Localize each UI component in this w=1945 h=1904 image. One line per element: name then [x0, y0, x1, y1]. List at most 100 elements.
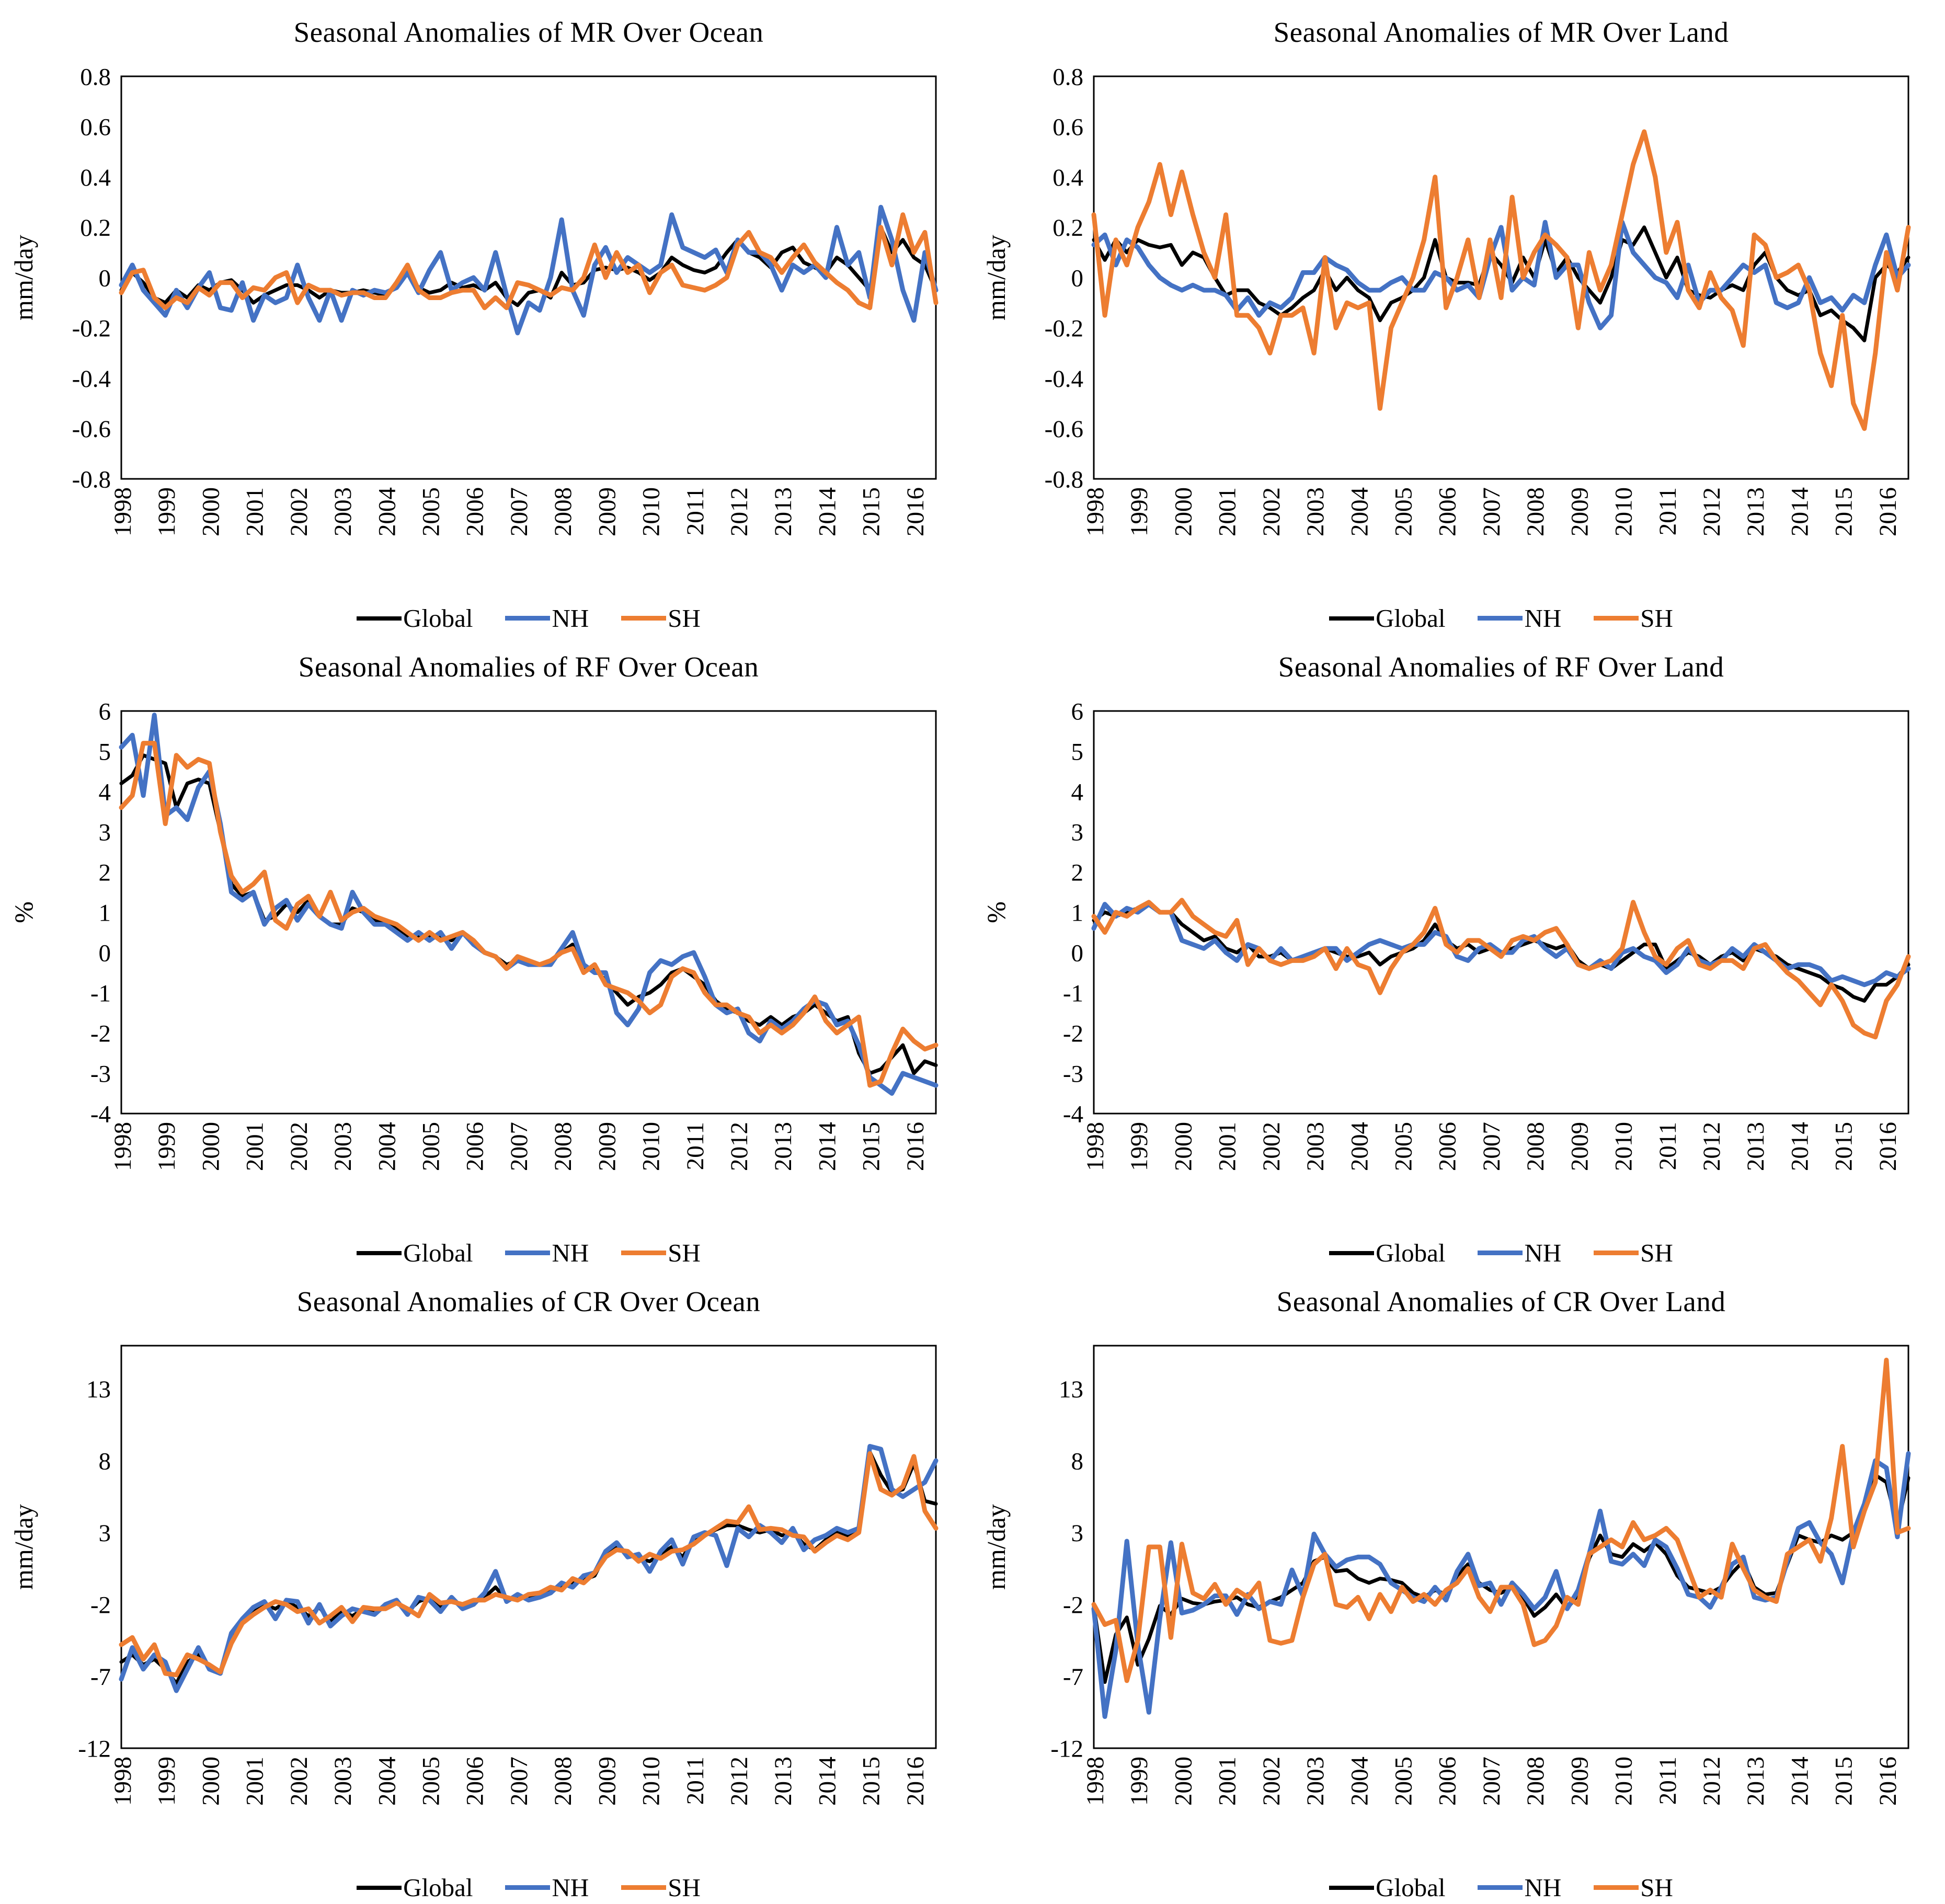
x-tick-label: 2004 [373, 1122, 401, 1171]
chart-panel-mr-land: Seasonal Anomalies of MR Over Land 0.8 0.… [972, 0, 1945, 635]
legend-label-sh: SH [668, 1873, 701, 1902]
legend-swatch-sh [1594, 1885, 1639, 1890]
x-tick-label: 2008 [1522, 1757, 1549, 1806]
x-tick-label: 2001 [242, 1122, 269, 1171]
y-tick-label: -3 [1063, 1060, 1083, 1087]
x-tick-label: 2007 [1478, 487, 1505, 536]
x-tick-label: 2003 [329, 1757, 357, 1806]
x-tick-label: 2016 [1874, 487, 1902, 536]
legend: Global NH SH [85, 605, 972, 631]
plot-border [120, 710, 937, 1115]
legend-swatch-nh [1478, 1251, 1523, 1255]
series-line-nh [119, 1444, 939, 1693]
legend-item-global: Global [1329, 1875, 1445, 1900]
x-tick-label: 2013 [1742, 487, 1769, 536]
y-tick-label: 2 [1071, 859, 1084, 886]
y-tick-label: -1 [1063, 980, 1083, 1007]
y-tick-label: 0 [1071, 939, 1084, 967]
x-tick-label: 2011 [682, 1757, 709, 1805]
y-tick-label: -0.6 [72, 416, 111, 443]
x-tick-label: 2002 [1258, 1757, 1285, 1806]
x-tick-label: 2001 [1214, 1122, 1241, 1171]
legend-swatch-global [357, 1885, 402, 1890]
x-tick-label: 2014 [814, 1122, 841, 1171]
x-tick-label: 1998 [109, 1122, 136, 1171]
legend-swatch-sh [1594, 616, 1639, 621]
x-tick-label: 2005 [1390, 1122, 1417, 1171]
series-line-global [119, 1450, 938, 1685]
x-tick-label: 2008 [550, 1757, 577, 1806]
x-tick-label: 2001 [242, 487, 269, 536]
y-tick-label: 0.4 [80, 164, 111, 191]
legend-item-sh: SH [1594, 605, 1673, 631]
x-tick-label: 2014 [1786, 487, 1813, 536]
series-line-nh [119, 713, 939, 1096]
legend-item-global: Global [357, 1240, 473, 1266]
x-tick-label: 2008 [1522, 1122, 1549, 1171]
y-tick-label: -7 [1063, 1664, 1083, 1691]
y-tick-label: -0.4 [72, 365, 111, 393]
x-tick-label: 2015 [858, 487, 885, 536]
series-line-sh [1091, 898, 1911, 1040]
y-tick-label: 6 [1071, 698, 1084, 725]
x-tick-label: 2003 [1302, 1122, 1329, 1171]
x-tick-label: 2006 [462, 487, 489, 536]
x-tick-label: 2009 [593, 1122, 621, 1171]
y-tick-label: 8 [99, 1448, 111, 1475]
legend-label-sh: SH [668, 604, 701, 633]
series-line-sh [119, 741, 939, 1088]
x-tick-label: 2009 [1566, 1122, 1593, 1171]
x-tick-label: 2003 [1302, 1757, 1329, 1806]
x-tick-label: 2015 [858, 1122, 885, 1171]
x-tick-label: 2000 [197, 1122, 224, 1171]
x-tick-label: 2016 [902, 1757, 929, 1806]
x-tick-label: 2010 [638, 487, 665, 536]
x-tick-label: 1999 [153, 487, 180, 536]
legend-item-sh: SH [621, 1875, 701, 1900]
x-tick-label: 1998 [1082, 1757, 1109, 1806]
legend-swatch-sh [1594, 1251, 1639, 1255]
y-tick-label: -2 [90, 1020, 111, 1047]
chart-title: Seasonal Anomalies of MR Over Ocean [293, 16, 764, 48]
chart-panel-cr-land: Seasonal Anomalies of CR Over Land 13 8 3 -… [972, 1269, 1945, 1904]
x-tick-label: 2006 [462, 1757, 489, 1806]
chart-panel-mr-ocean: Seasonal Anomalies of MR Over Ocean 0.8 0… [0, 0, 972, 635]
legend: Global NH SH [85, 1240, 972, 1266]
legend-item-global: Global [357, 605, 473, 631]
legend-swatch-nh [505, 1251, 551, 1255]
plot-border [120, 1345, 937, 1749]
y-axis-title: % [9, 901, 38, 923]
x-tick-label: 2006 [1434, 487, 1461, 536]
legend-swatch-sh [621, 616, 667, 621]
x-tick-label: 2010 [638, 1757, 665, 1806]
x-tick-label: 2007 [506, 1757, 533, 1806]
y-tick-label: 0 [99, 939, 111, 967]
y-tick-label: -4 [1063, 1100, 1083, 1128]
legend-swatch-global [357, 616, 402, 621]
y-tick-label: 3 [99, 819, 111, 846]
x-tick-label: 2000 [1170, 1122, 1197, 1171]
x-tick-label: 2013 [1742, 1122, 1769, 1171]
x-tick-label: 2002 [285, 1757, 313, 1806]
y-tick-label: 0.8 [1052, 63, 1083, 90]
legend-label-sh: SH [1640, 1873, 1673, 1902]
y-tick-label: -3 [90, 1060, 111, 1087]
legend-item-global: Global [357, 1875, 473, 1900]
series-line-global [1092, 1473, 1910, 1684]
y-axis-title: % [981, 901, 1011, 923]
legend-item-nh: NH [505, 605, 589, 631]
legend-swatch-global [1329, 616, 1375, 621]
legend-label-global: Global [403, 604, 473, 633]
series-line-sh [1091, 129, 1911, 431]
legend-label-nh: NH [1524, 1873, 1562, 1902]
x-tick-label: 2014 [1786, 1122, 1813, 1171]
legend-swatch-sh [621, 1885, 667, 1890]
y-axis-title: mm/day [9, 235, 38, 320]
y-tick-label: 1 [1071, 899, 1084, 926]
y-tick-label: -0.6 [1045, 416, 1083, 443]
x-tick-label: 2009 [593, 1757, 621, 1806]
y-tick-label: -0.2 [1045, 315, 1083, 342]
x-tick-label: 2006 [1434, 1122, 1461, 1171]
y-tick-label: -1 [90, 980, 111, 1007]
